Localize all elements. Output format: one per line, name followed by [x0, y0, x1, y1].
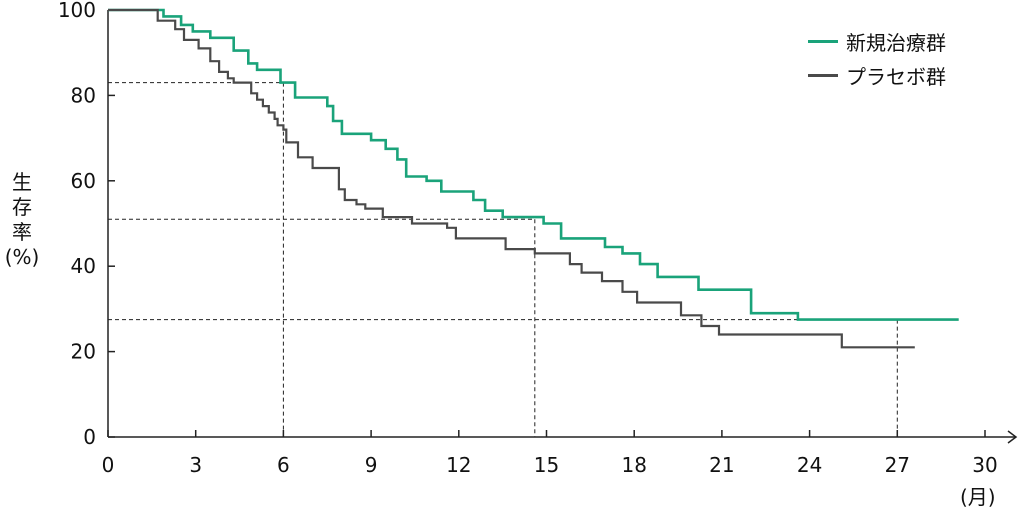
y-tick-label: 60 — [71, 169, 96, 193]
y-tick-label: 0 — [83, 425, 96, 449]
x-tick-label: 18 — [621, 453, 646, 477]
x-axis-arrow — [1007, 430, 1018, 444]
y-tick-label: 80 — [71, 83, 96, 107]
x-axis-unit: (月) — [960, 485, 996, 509]
y-axis-label-char: 生 — [12, 170, 32, 194]
x-tick-labels: 0 3 6 9 12 15 18 21 24 27 30 — [102, 453, 998, 477]
x-tick-label: 15 — [534, 453, 559, 477]
y-tick-label: 40 — [71, 254, 96, 278]
series-line-new-treatment — [108, 8, 959, 321]
legend-item-new-treatment: 新規治療群 — [808, 24, 946, 58]
x-tick-label: 0 — [102, 453, 115, 477]
x-tick-label: 21 — [709, 453, 734, 477]
y-axis-label-char: 率 — [12, 220, 32, 244]
y-axis-label-unit: (%) — [4, 245, 40, 269]
y-tick-label: 100 — [58, 0, 96, 22]
legend-swatch — [808, 73, 838, 77]
x-tick-label: 24 — [797, 453, 822, 477]
legend-item-placebo: プラセボ群 — [808, 58, 946, 92]
legend: 新規治療群 プラセボ群 — [808, 24, 946, 92]
legend-label: 新規治療群 — [846, 30, 946, 55]
x-tick-label: 9 — [365, 453, 378, 477]
legend-label: プラセボ群 — [846, 64, 946, 89]
y-axis-label: 生 存 率 (%) — [2, 170, 42, 270]
x-tick-label: 30 — [972, 453, 997, 477]
y-axis-label-char: 存 — [12, 195, 32, 219]
y-tick-label: 20 — [71, 340, 96, 364]
legend-swatch — [808, 39, 838, 43]
x-tick-label: 12 — [446, 453, 471, 477]
x-tick-label: 6 — [277, 453, 290, 477]
y-tick-labels: 0 20 40 60 80 100 — [58, 0, 96, 449]
series-lines — [108, 8, 959, 349]
x-tick-label: 3 — [189, 453, 202, 477]
series-line-placebo — [108, 8, 915, 349]
reference-lines — [108, 82, 898, 437]
x-tick-label: 27 — [885, 453, 910, 477]
